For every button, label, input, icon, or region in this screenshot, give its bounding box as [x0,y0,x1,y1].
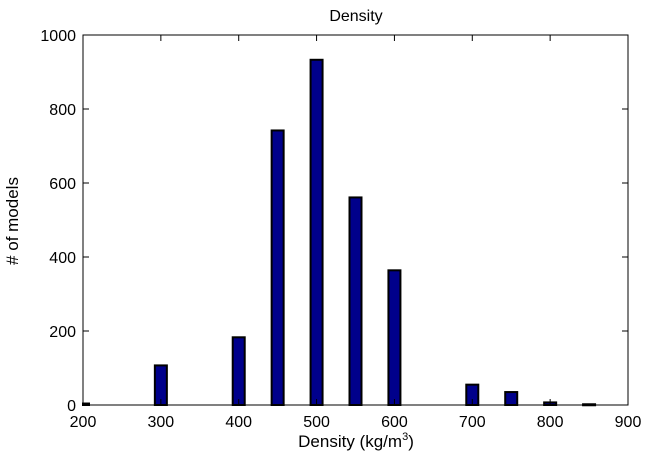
ticks-group: 200 300 400 500 600 700 800 9000200400600800100… [40,28,641,431]
bar-400 [231,336,246,407]
bar-550 [348,196,363,406]
x-axis-title: Density (kg/m3) [298,431,414,451]
y-tick-label: 800 [49,102,76,119]
x-tick-label: 900 [615,414,642,431]
bars-group [82,58,597,407]
y-tick-label: 200 [49,324,76,341]
bar-750 [504,391,519,406]
x-tick-label: 700 [459,414,486,431]
y-tick-label: 1000 [40,28,76,45]
x-tick-label: 600 [381,414,408,431]
y-axis-title: # of models [3,177,22,265]
x-axis-title-superscript: 3 [402,431,408,443]
x-tick-label: 400 [225,414,252,431]
x-tick-label: 300 [148,414,175,431]
y-tick-label: 400 [49,250,76,267]
axes-frame [82,34,629,406]
chart-title: Density [329,8,382,25]
bar-600 [387,269,402,406]
bar-500 [309,58,324,406]
x-tick-label: 200 [70,414,97,431]
y-tick-label: 0 [67,398,76,415]
x-tick-label: 500 [303,414,330,431]
x-axis-title-suffix: ) [408,432,414,451]
bar-450 [270,129,285,407]
y-tick-label: 600 [49,176,76,193]
x-axis-title-main: Density (kg/m [298,432,402,451]
x-tick-label: 800 [537,414,564,431]
